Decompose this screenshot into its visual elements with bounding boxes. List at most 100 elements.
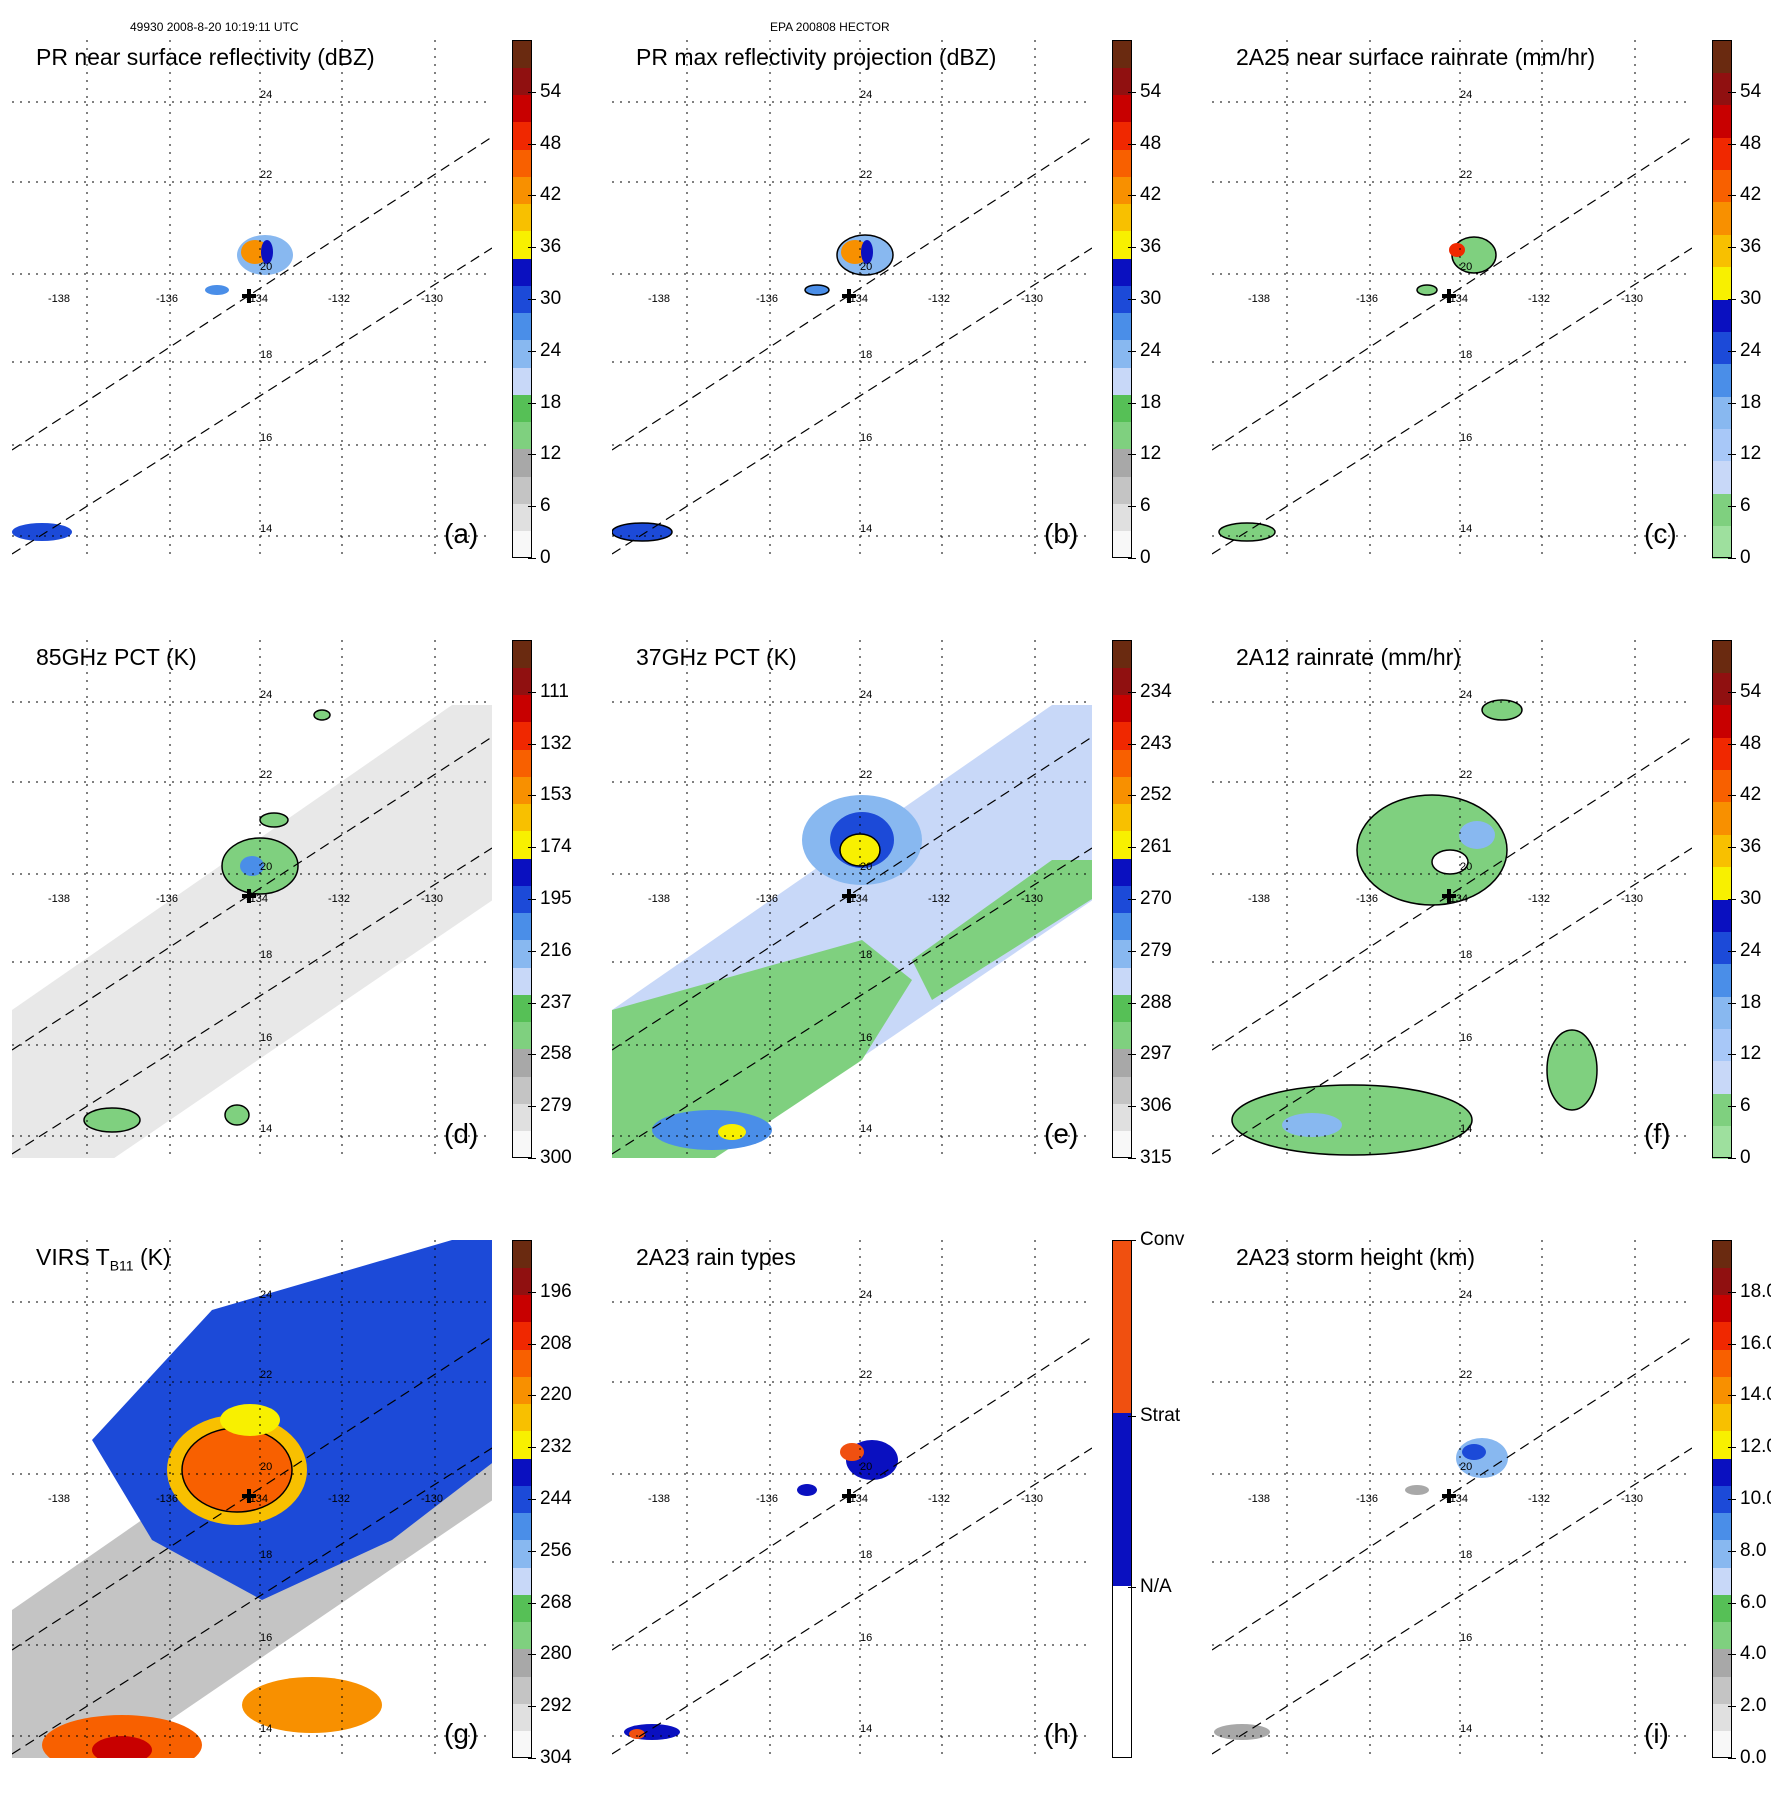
panel-e: -138-136-134-132-130-12824222018161437GH… (612, 640, 1172, 1220)
colorbar-segment (1112, 394, 1132, 423)
southern-rainband (1231, 1084, 1473, 1156)
colorbar-tick-label: 300 (540, 1147, 572, 1168)
colorbar-tick-label: 0 (540, 547, 551, 568)
panel-label: (h) (1044, 1718, 1079, 1749)
colorbar-segment (1712, 72, 1732, 106)
panel-a: -138-136-134-132-130-128242220181614PR n… (12, 40, 572, 620)
storm-center-marker (1442, 289, 1456, 303)
longitude-label: -136 (156, 893, 178, 905)
colorbar-segment (1112, 776, 1132, 805)
colorbar-tick-label: 36 (1140, 236, 1162, 258)
latitude-label: 22 (860, 769, 872, 781)
colorbar-segment (1712, 363, 1732, 397)
map-canvas: -138-136-134-132-130-128242220181614 (612, 1240, 1092, 1758)
longitude-label: -138 (1248, 1493, 1270, 1505)
latitude-label: 24 (860, 89, 872, 101)
longitude-label: -132 (328, 893, 350, 905)
colorbar-segment (1712, 1567, 1732, 1595)
colorbar-segment (1712, 899, 1732, 932)
colorbar-segment (512, 203, 532, 232)
longitude-label: -132 (1528, 293, 1550, 305)
colorbar-segment (1112, 830, 1132, 859)
colorbar-tick-label: 216 (540, 939, 572, 961)
longitude-label: -138 (48, 293, 70, 305)
latitude-label: 14 (860, 523, 872, 535)
map-plot: -138-136-134-132-130-128242220181614 (612, 40, 1092, 558)
longitude-label: -132 (928, 893, 950, 905)
latitude-label: 14 (260, 1723, 272, 1735)
longitude-label: -130 (421, 893, 443, 905)
colorbar (512, 1240, 532, 1759)
colorbar-segment (512, 94, 532, 123)
colorbar-tick-label: 24 (1140, 339, 1162, 361)
latitude-label: 22 (1460, 169, 1472, 181)
colorbar-segment (1712, 1485, 1732, 1514)
longitude-label: -132 (1528, 893, 1550, 905)
colorbar-tick-label: 252 (1140, 784, 1172, 806)
colorbar-segment (1712, 1648, 1732, 1677)
colorbar-segment (512, 394, 532, 423)
colorbar-segment (512, 448, 532, 477)
colorbar-segment (1712, 1093, 1732, 1127)
colorbar-segment (512, 1621, 532, 1650)
latitude-label: 24 (860, 1289, 872, 1301)
panel-h: -138-136-134-132-130-1282422201816142A23… (612, 1229, 1184, 1820)
storm-center-marker (242, 889, 256, 903)
longitude-label: -136 (756, 893, 778, 905)
latitude-label: 22 (1460, 769, 1472, 781)
colorbar-segment (512, 1676, 532, 1704)
latitude-label: 20 (260, 261, 272, 273)
colorbar-segment (1712, 737, 1732, 770)
colorbar-segment (1112, 421, 1132, 450)
longitude-label: -130 (1621, 293, 1643, 305)
latitude-label: 14 (1460, 523, 1472, 535)
colorbar-segment (512, 258, 532, 286)
colorbar-segment (512, 1103, 532, 1132)
colorbar-segment (1112, 912, 1132, 941)
latitude-label: 16 (860, 1632, 872, 1644)
colorbar-tick-label: 18 (1140, 391, 1162, 413)
colorbar-segment (512, 285, 532, 314)
colorbar-segment (1112, 339, 1132, 368)
colorbar-segment (512, 67, 532, 95)
latitude-label: 14 (860, 1723, 872, 1735)
southern-core (718, 1124, 746, 1140)
panel-title: 2A12 rainrate (mm/hr) (1236, 644, 1461, 670)
longitude-label: -132 (328, 293, 350, 305)
storm-center-marker (842, 889, 856, 903)
colorbar-segment (1112, 858, 1132, 886)
longitude-label: -136 (1356, 893, 1378, 905)
latitude-label: 24 (860, 689, 872, 701)
colorbar-segment (1712, 834, 1732, 868)
latitude-label: 18 (1460, 349, 1472, 361)
colorbar-segment (1112, 40, 1132, 68)
panel-g: -138-136-134-132-130-128242220181614VIRS… (12, 1240, 572, 1820)
reflectivity-band (261, 240, 273, 264)
colorbar-tick-label: 243 (1140, 732, 1172, 754)
colorbar-tick-label: 48 (1740, 132, 1762, 154)
colorbar-tick-label: 54 (1740, 80, 1762, 102)
colorbar-segment (1112, 448, 1132, 477)
colorbar-segment (1112, 885, 1132, 914)
colorbar-segment (1112, 94, 1132, 123)
colorbar-segment (1712, 396, 1732, 429)
longitude-label: -138 (648, 893, 670, 905)
panel-c: -138-136-134-132-130-1282422201816142A25… (1212, 40, 1771, 620)
colorbar-tick-label: 36 (540, 236, 562, 258)
colorbar-tick-label: 30 (1140, 288, 1162, 309)
colorbar-tick-label: 18 (540, 391, 562, 413)
longitude-label: -132 (928, 293, 950, 305)
colorbar-tick-label: 12.0 (1740, 1436, 1771, 1458)
colorbar-tick-label: 297 (1140, 1043, 1172, 1065)
colorbar-segment (1112, 149, 1132, 177)
colorbar (1712, 1240, 1732, 1759)
colorbar-segment (1712, 996, 1732, 1029)
latitude-label: 20 (1460, 861, 1472, 873)
colorbar-tick-label: 42 (1140, 184, 1162, 206)
colorbar-segment (1712, 525, 1732, 559)
map-canvas: -138-136-134-132-130-128242220181614 (12, 640, 492, 1158)
map-canvas: -138-136-134-132-130-128242220181614 (1212, 640, 1692, 1158)
colorbar-tick-label: 36 (1740, 236, 1762, 258)
latitude-label: 22 (1460, 1369, 1472, 1381)
latitude-label: 18 (260, 949, 272, 961)
